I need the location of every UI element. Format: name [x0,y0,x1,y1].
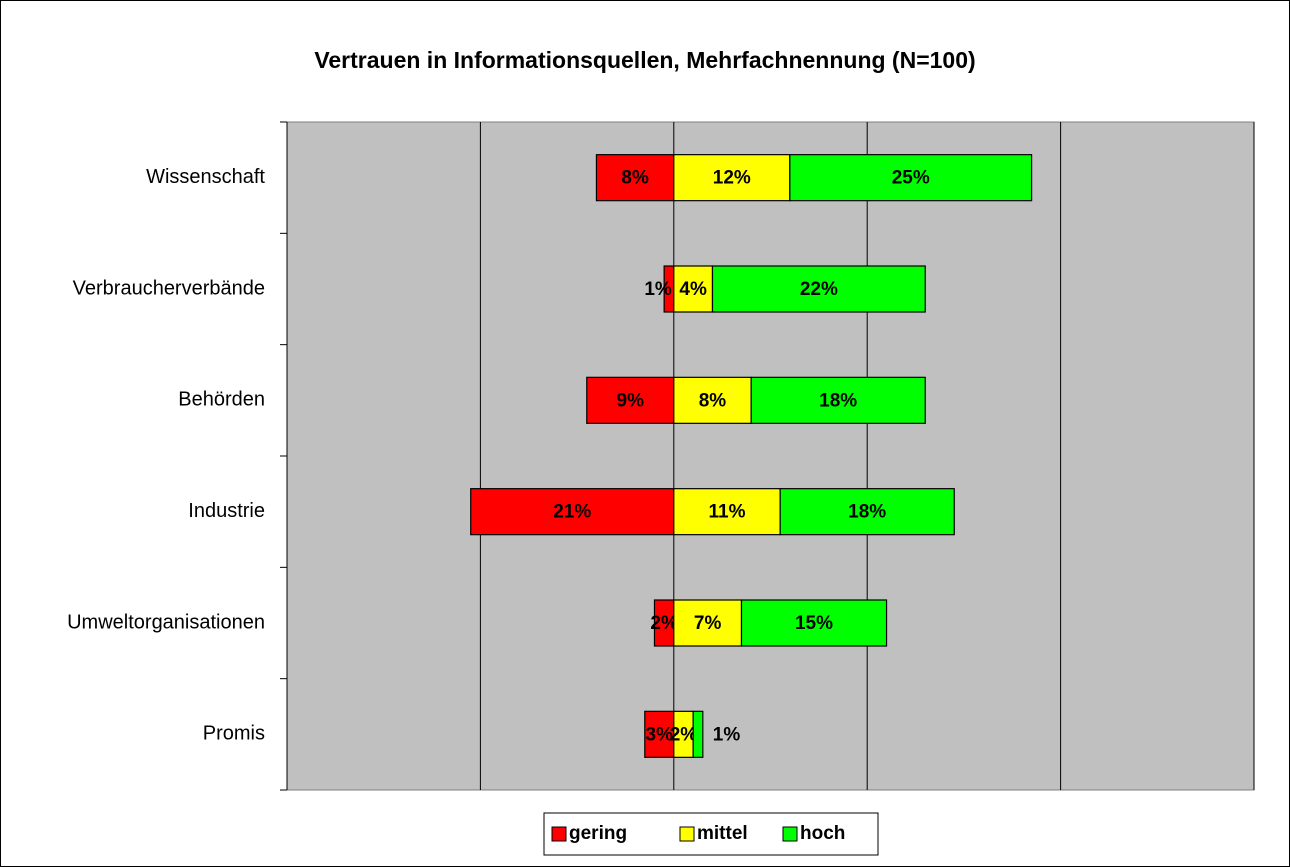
data-label: 2% [650,613,678,634]
data-label: 3% [646,724,674,745]
bar-segment [673,599,743,647]
y-tick-label: Wissenschaft [146,166,265,188]
legend-label: mittel [697,823,748,844]
data-label: 25% [892,168,930,189]
bar-segment [470,488,675,536]
bar-segment [740,599,888,647]
bar-segment [692,710,704,758]
bar-segment [586,376,675,424]
y-tick-label: Industrie [188,500,265,522]
y-tick-label: Promis [203,723,265,745]
legend-label: hoch [800,823,845,844]
data-label: 2% [670,724,698,745]
data-label: 15% [795,613,833,634]
data-label: 9% [617,390,645,411]
data-label: 18% [848,502,886,523]
bar-segment [673,154,791,202]
data-label: 7% [694,613,722,634]
legend-swatch [679,826,695,842]
data-label: 4% [679,279,707,300]
y-tick-label: Verbraucherverbände [73,277,265,299]
data-label: 21% [553,502,591,523]
data-label: 8% [699,390,727,411]
legend-swatch [782,826,798,842]
bar-segment [711,265,926,313]
data-label: 22% [800,279,838,300]
legend-box [543,812,879,856]
y-tick-label: Behörden [178,389,265,411]
data-label: 1% [713,724,741,745]
data-label: 8% [621,168,649,189]
bar-segment [750,376,926,424]
data-label: 18% [819,390,857,411]
bar-segment [673,488,781,536]
bar-segment [789,154,1033,202]
y-tick-label: Umweltorganisationen [67,611,265,633]
legend-label: gering [569,823,627,844]
chart-title: Vertrauen in Informationsquellen, Mehrfa… [314,47,975,73]
legend-swatch [551,826,567,842]
bar-segment [779,488,955,536]
data-label: 1% [644,279,672,300]
bar-segment [644,710,675,758]
plot-area [286,121,1255,791]
data-label: 12% [713,168,751,189]
data-label: 11% [708,502,745,523]
